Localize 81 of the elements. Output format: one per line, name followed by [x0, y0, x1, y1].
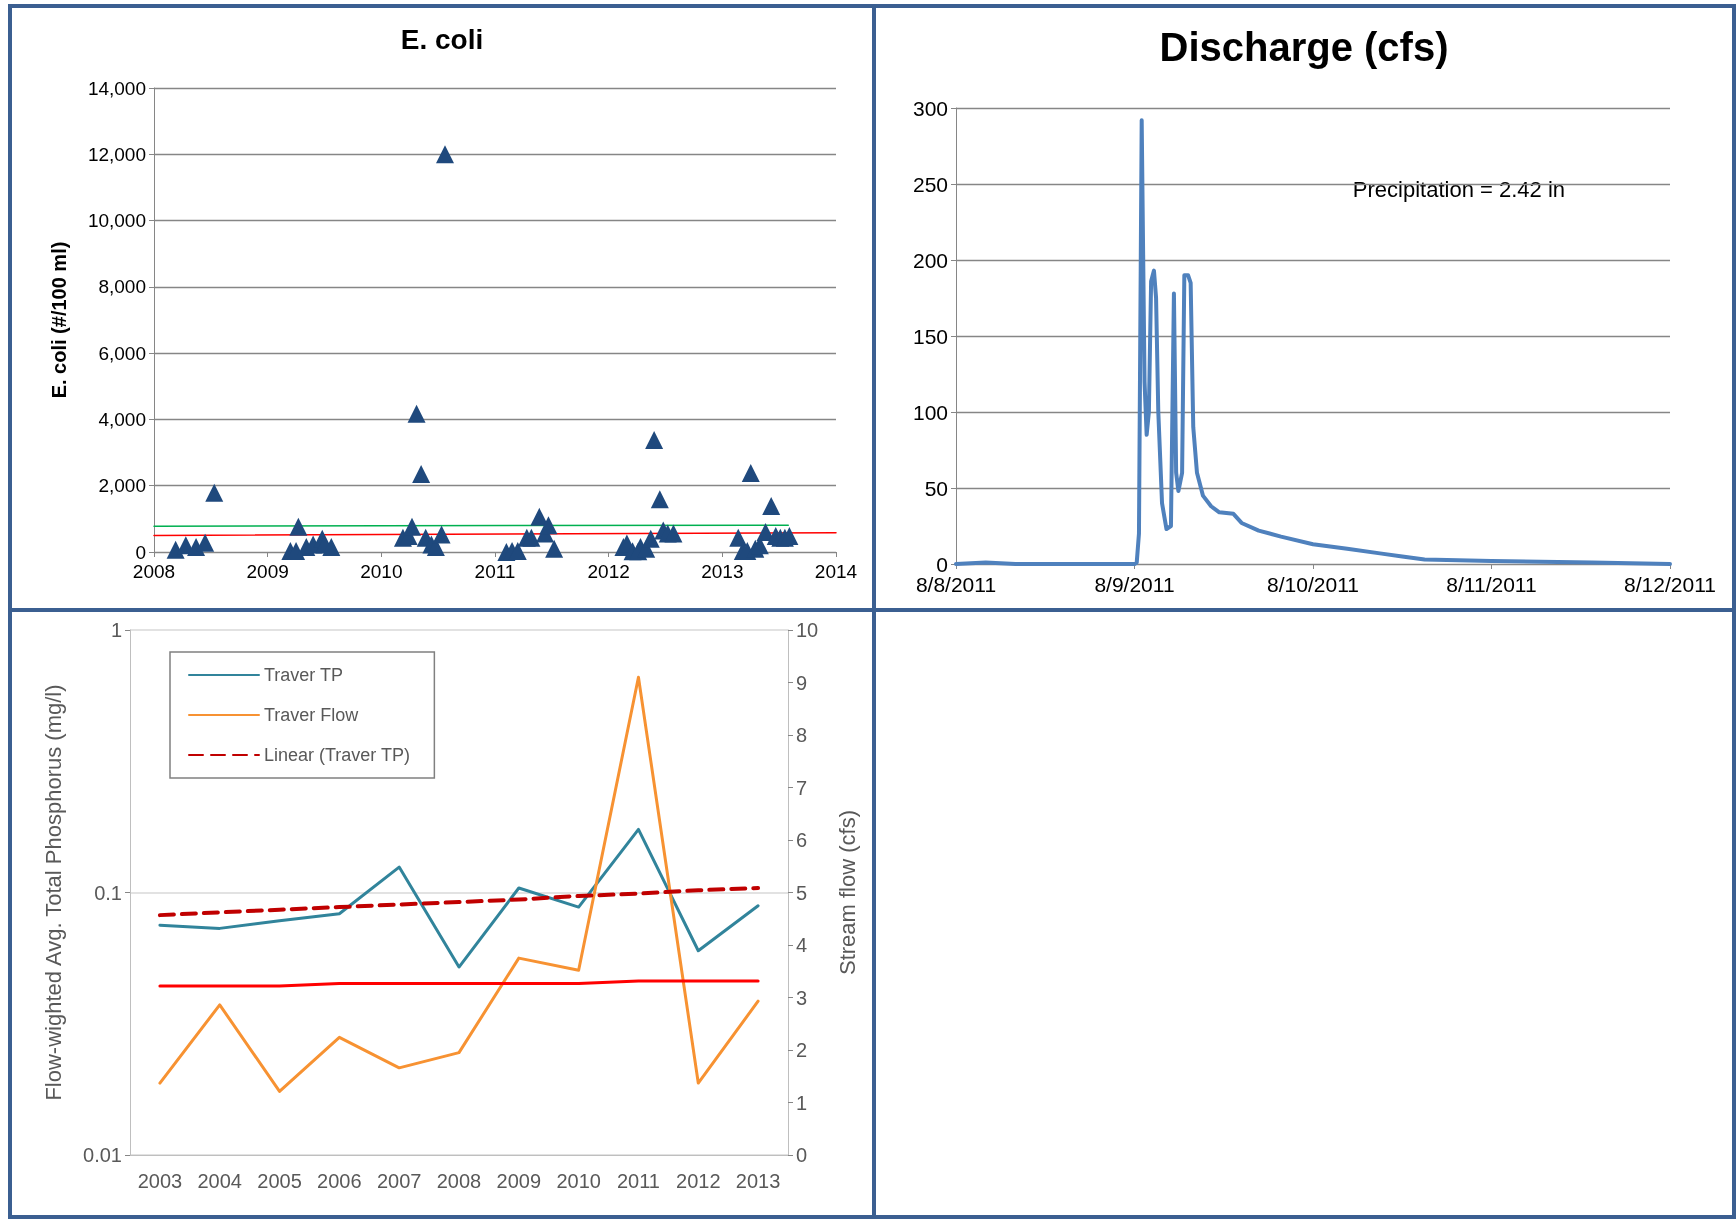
y-tick-label: 2,000	[98, 475, 146, 497]
x-tick-label: 2005	[257, 1170, 302, 1192]
y-tick-label: 100	[912, 400, 948, 424]
point	[545, 539, 564, 558]
point	[403, 517, 422, 536]
point	[435, 145, 454, 164]
y2-tick-label: 6	[796, 829, 808, 851]
x-tick-label: 8/9/2011	[1094, 573, 1175, 596]
line-series	[158, 827, 760, 969]
x-tick-label: 2008	[436, 1170, 482, 1192]
x-tick-label: 2014	[814, 561, 858, 582]
point	[650, 490, 669, 509]
y2-tick-label: 0	[796, 1144, 808, 1166]
y-tick-label: 1	[110, 619, 122, 641]
x-tick-label: 2013	[735, 1170, 781, 1192]
point	[412, 465, 431, 484]
y-tick-label: 6,000	[98, 342, 146, 364]
point	[322, 538, 341, 557]
y-tick-label: 250	[912, 172, 948, 196]
y2-tick-label: 3	[796, 986, 808, 1009]
y2-tick-label: 2	[796, 1039, 808, 1061]
legend-label: Traver TP	[264, 665, 344, 685]
point	[664, 524, 683, 543]
y-tick-label: 0	[936, 552, 948, 576]
y-tick-label: 50	[924, 476, 948, 500]
x-tick-label: 2012	[587, 561, 630, 582]
x-tick-label: 8/12/2011	[1624, 573, 1716, 596]
point	[407, 404, 426, 423]
x-tick-label: 2006	[317, 1170, 362, 1192]
y-tick-label: 300	[912, 96, 948, 120]
y-axis-title: Flow-wighted Avg. Total Phosphorus (mg/l)	[40, 684, 66, 1101]
y2-axis-title: Stream flow (cfs)	[834, 809, 860, 976]
x-tick-label: 2013	[701, 561, 744, 582]
y-tick-label: 14,000	[87, 77, 146, 99]
y-tick-label: 150	[912, 324, 948, 348]
y-tick-label: 8,000	[98, 276, 146, 298]
y2-tick-label: 10	[796, 619, 819, 641]
y-tick-label: 0	[135, 541, 146, 563]
chart-title: Discharge (cfs)	[1159, 25, 1449, 69]
x-tick-label: 2012	[676, 1170, 721, 1192]
y2-tick-label: 5	[796, 881, 808, 904]
x-tick-label: 2010	[360, 561, 403, 582]
y-axis-title: E. coli (#/100 ml)	[48, 241, 70, 399]
y-tick-label: 10,000	[87, 210, 146, 232]
x-tick-label: 2003	[137, 1170, 183, 1192]
y2-tick-label: 4	[796, 934, 808, 956]
legend-label: Linear (Traver TP)	[264, 745, 411, 765]
x-tick-label: 2009	[246, 561, 289, 582]
x-tick-label: 2010	[556, 1170, 601, 1192]
y2-tick-label: 7	[796, 776, 808, 799]
x-tick-label: 2011	[474, 561, 516, 582]
point	[289, 517, 308, 536]
x-tick-label: 2007	[376, 1170, 422, 1192]
point	[762, 496, 781, 515]
x-tick-label: 2004	[197, 1170, 242, 1192]
y2-tick-label: 8	[796, 724, 808, 746]
point	[522, 528, 541, 547]
chart-title: E. coli	[400, 23, 484, 55]
point	[645, 430, 664, 449]
x-tick-label: 2011	[616, 1170, 660, 1192]
point	[205, 483, 224, 502]
legend-label: Traver Flow	[264, 705, 360, 725]
x-tick-label: 2009	[496, 1170, 542, 1192]
point	[641, 529, 660, 548]
y-tick-label: 0.1	[94, 881, 122, 904]
x-tick-label: 8/11/2011	[1446, 573, 1537, 596]
x-tick-label: 2008	[132, 561, 176, 582]
y-tick-label: 200	[912, 248, 948, 272]
y-tick-label: 12,000	[87, 143, 146, 165]
point	[166, 540, 185, 559]
x-tick-label: 8/10/2011	[1267, 573, 1359, 596]
y2-tick-label: 1	[796, 1091, 808, 1114]
y2-tick-label: 9	[796, 671, 808, 694]
point	[432, 525, 451, 544]
line-series	[157, 886, 761, 918]
y-tick-label: 0.01	[83, 1144, 122, 1166]
point	[539, 516, 558, 535]
point	[741, 464, 760, 483]
point	[729, 528, 748, 547]
x-tick-label: 8/8/2011	[915, 573, 997, 596]
y-tick-label: 4,000	[98, 408, 146, 430]
